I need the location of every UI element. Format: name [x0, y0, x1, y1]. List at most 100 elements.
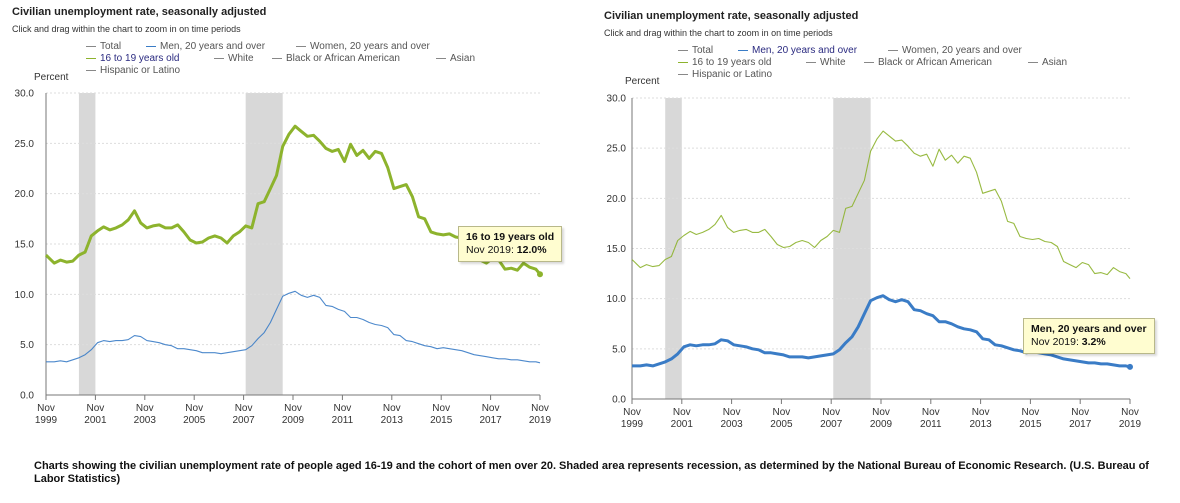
- x-tick-label: Nov: [773, 407, 791, 418]
- x-tick-label: Nov: [87, 403, 105, 414]
- chart-plot[interactable]: 0.05.010.015.020.025.030.0PercentNov1999…: [0, 0, 590, 440]
- x-tick-label: 2013: [969, 419, 992, 430]
- legend-item[interactable]: Women, 20 years and over: [888, 45, 1022, 56]
- y-tick-label: 5.0: [20, 340, 34, 351]
- x-tick-label: 2015: [1019, 419, 1042, 430]
- legend-item[interactable]: Black or African American: [272, 53, 400, 64]
- tooltip: 16 to 19 years old Nov 2019: 12.0%: [458, 226, 563, 262]
- chart-subtitle: Click and drag within the chart to zoom …: [604, 28, 833, 38]
- series-line-men: [46, 290, 541, 364]
- series-line-teens: [631, 130, 1131, 279]
- x-tick-label: 2017: [479, 415, 502, 426]
- tooltip-value: 12.0%: [516, 244, 547, 256]
- legend-item[interactable]: White: [806, 57, 846, 68]
- x-tick-label: 1999: [621, 419, 644, 430]
- tooltip-date: Nov 2019: [466, 244, 511, 256]
- x-tick-label: 2017: [1069, 419, 1092, 430]
- chart-plot[interactable]: 0.05.010.015.020.025.030.0PercentNov1999…: [590, 0, 1180, 440]
- legend-label: Black or African American: [286, 53, 400, 64]
- x-tick-label: Nov: [432, 403, 450, 414]
- chart-subtitle: Click and drag within the chart to zoom …: [12, 24, 241, 34]
- x-tick-label: 2001: [84, 415, 107, 426]
- x-tick-label: 1999: [35, 415, 58, 426]
- legend-swatch: [738, 49, 748, 51]
- x-tick-label: Nov: [1071, 407, 1089, 418]
- legend-swatch: [806, 61, 816, 63]
- y-tick-label: 25.0: [15, 139, 35, 150]
- series-end-marker: [537, 271, 543, 278]
- chart-panel-teens[interactable]: Civilian unemployment rate, seasonally a…: [0, 0, 590, 440]
- x-tick-label: Nov: [482, 403, 500, 414]
- x-tick-label: Nov: [972, 407, 990, 418]
- legend-item[interactable]: Hispanic or Latino: [86, 65, 180, 76]
- y-tick-label: 20.0: [607, 194, 627, 205]
- figure-caption: Charts showing the civilian unemployment…: [34, 460, 1149, 485]
- x-tick-label: 2015: [430, 415, 453, 426]
- legend-swatch: [146, 45, 156, 47]
- legend-swatch: [296, 45, 306, 47]
- legend-item[interactable]: Men, 20 years and over: [738, 45, 857, 56]
- y-tick-label: 30.0: [15, 89, 35, 100]
- legend-label: White: [820, 57, 846, 68]
- x-tick-label: 2013: [381, 415, 404, 426]
- x-tick-label: Nov: [922, 407, 940, 418]
- y-axis-label: Percent: [34, 72, 69, 83]
- legend-item[interactable]: 16 to 19 years old: [678, 57, 772, 68]
- x-tick-label: Nov: [1022, 407, 1040, 418]
- legend-label: Men, 20 years and over: [160, 41, 266, 52]
- x-tick-label: Nov: [185, 403, 203, 414]
- x-tick-label: 2003: [134, 415, 157, 426]
- legend-label: Women, 20 years and over: [310, 41, 430, 52]
- legend-label: 16 to 19 years old: [692, 57, 772, 68]
- legend-item[interactable]: Asian: [1028, 57, 1067, 68]
- x-tick-label: Nov: [37, 403, 55, 414]
- y-tick-label: 15.0: [15, 240, 35, 251]
- tooltip-date: Nov 2019: [1031, 336, 1076, 348]
- legend-item[interactable]: Total: [86, 41, 121, 52]
- x-tick-label: Nov: [872, 407, 890, 418]
- legend-label: White: [228, 53, 254, 64]
- chart-title: Civilian unemployment rate, seasonally a…: [12, 6, 267, 18]
- x-tick-label: 2005: [183, 415, 206, 426]
- series-line-men: [632, 294, 1131, 369]
- y-tick-label: 0.0: [612, 395, 626, 406]
- legend-swatch: [272, 57, 282, 59]
- x-tick-label: Nov: [1121, 407, 1139, 418]
- chart-title: Civilian unemployment rate, seasonally a…: [604, 10, 859, 22]
- legend-item[interactable]: Hispanic or Latino: [678, 69, 772, 80]
- x-tick-label: Nov: [136, 403, 154, 414]
- legend-item[interactable]: Asian: [436, 53, 475, 64]
- legend-item[interactable]: White: [214, 53, 254, 64]
- legend-swatch: [1028, 61, 1038, 63]
- x-tick-label: 2019: [529, 415, 552, 426]
- legend-swatch: [678, 49, 688, 51]
- x-tick-label: 2011: [920, 419, 942, 430]
- y-tick-label: 25.0: [607, 144, 627, 155]
- tooltip-series-name: Men, 20 years and over: [1031, 323, 1147, 335]
- x-tick-label: 2005: [770, 419, 793, 430]
- legend-swatch: [86, 69, 96, 71]
- chart-panel-men[interactable]: Civilian unemployment rate, seasonally a…: [590, 0, 1180, 440]
- x-tick-label: Nov: [673, 407, 691, 418]
- legend-item[interactable]: 16 to 19 years old: [86, 53, 180, 64]
- legend-item[interactable]: Men, 20 years and over: [146, 41, 265, 52]
- legend-item[interactable]: Black or African American: [864, 57, 992, 68]
- x-tick-label: Nov: [531, 403, 549, 414]
- legend-swatch: [888, 49, 898, 51]
- x-tick-label: 2007: [232, 415, 255, 426]
- legend-label: Total: [100, 41, 122, 52]
- x-tick-label: Nov: [723, 407, 741, 418]
- x-tick-label: 2003: [720, 419, 743, 430]
- y-tick-label: 20.0: [15, 189, 35, 200]
- legend-label: Men, 20 years and over: [752, 45, 858, 56]
- legend-item[interactable]: Total: [678, 45, 713, 56]
- x-tick-label: 2011: [332, 415, 354, 426]
- legend-swatch: [678, 61, 688, 63]
- legend-swatch: [214, 57, 224, 59]
- legend-label: Total: [692, 45, 714, 56]
- tooltip-value: 3.2%: [1081, 336, 1106, 348]
- x-tick-label: 2007: [820, 419, 843, 430]
- legend-label: Asian: [450, 53, 476, 64]
- y-tick-label: 5.0: [612, 344, 626, 355]
- legend-item[interactable]: Women, 20 years and over: [296, 41, 430, 52]
